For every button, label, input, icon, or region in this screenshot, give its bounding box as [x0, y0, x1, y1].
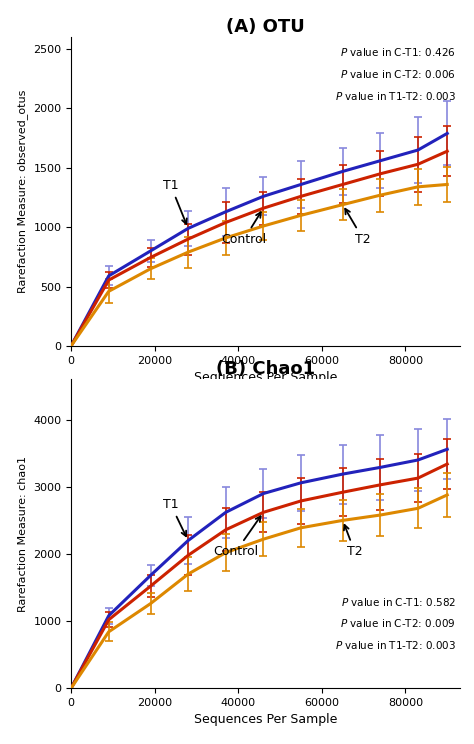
Text: $\it{P}$ value in C-T1: 0.582: $\it{P}$ value in C-T1: 0.582: [341, 595, 456, 608]
X-axis label: Sequences Per Sample: Sequences Per Sample: [194, 713, 337, 726]
Text: T1: T1: [163, 498, 186, 536]
Text: Control: Control: [221, 212, 267, 246]
X-axis label: Sequences Per Sample: Sequences Per Sample: [194, 371, 337, 384]
Text: Control: Control: [213, 516, 261, 558]
Text: T2: T2: [345, 209, 371, 246]
Title: (A) OTU: (A) OTU: [226, 18, 305, 36]
Text: $\it{P}$ value in T1-T2: 0.003: $\it{P}$ value in T1-T2: 0.003: [335, 639, 456, 651]
Text: $\it{P}$ value in T1-T2: 0.003: $\it{P}$ value in T1-T2: 0.003: [335, 90, 456, 102]
Y-axis label: Rarefaction Measure: chao1: Rarefaction Measure: chao1: [18, 456, 27, 612]
Text: T2: T2: [344, 525, 363, 558]
Text: $\it{P}$ value in C-T2: 0.009: $\it{P}$ value in C-T2: 0.009: [340, 618, 456, 629]
Text: T1: T1: [163, 179, 187, 224]
Text: $\it{P}$ value in C-T1: 0.426: $\it{P}$ value in C-T1: 0.426: [340, 46, 456, 59]
Y-axis label: Rarefaction Measure: observed_otus: Rarefaction Measure: observed_otus: [17, 90, 27, 293]
Text: $\it{P}$ value in C-T2: 0.006: $\it{P}$ value in C-T2: 0.006: [340, 68, 456, 80]
Title: (B) Chao1: (B) Chao1: [216, 360, 315, 378]
